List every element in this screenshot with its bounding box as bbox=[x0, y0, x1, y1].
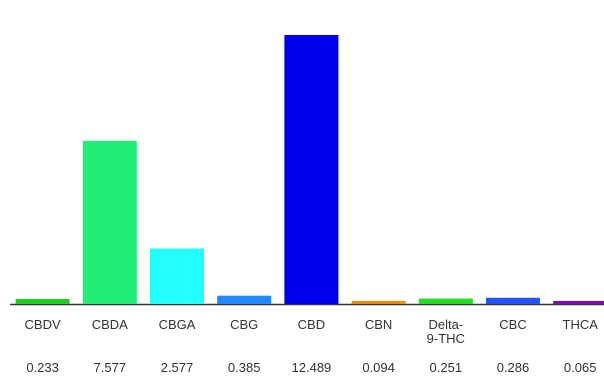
title-fragment-top bbox=[14, 0, 254, 6]
bar-6 bbox=[418, 298, 473, 304]
bar-1 bbox=[82, 140, 137, 304]
value-label: 0.251 bbox=[430, 360, 463, 375]
category-labels: CBDV CBDA CBGA CBG CBD CBN Delta-9-THC CBC THCA bbox=[25, 317, 599, 346]
bar-7 bbox=[486, 297, 540, 304]
value-label: 7.577 bbox=[94, 360, 127, 375]
value-label: 0.065 bbox=[564, 360, 597, 375]
bar-8 bbox=[553, 301, 604, 304]
value-label: 0.286 bbox=[497, 360, 530, 375]
category-label: CBDA bbox=[92, 317, 128, 332]
bar-3 bbox=[217, 295, 272, 304]
category-label: THCA bbox=[563, 317, 599, 332]
category-label: Delta-9-THC bbox=[427, 317, 465, 346]
category-label: CBDV bbox=[25, 317, 61, 332]
value-label: 0.385 bbox=[228, 360, 261, 375]
value-label: 0.094 bbox=[362, 360, 395, 375]
value-label: 2.577 bbox=[161, 360, 194, 375]
bars-group bbox=[15, 35, 604, 304]
bar-2 bbox=[150, 248, 204, 304]
bar-4 bbox=[284, 35, 339, 304]
category-label: CBN bbox=[365, 317, 392, 332]
category-label: CBG bbox=[230, 317, 258, 332]
category-label: CBGA bbox=[159, 317, 196, 332]
bar-5 bbox=[351, 301, 406, 304]
bar-0 bbox=[15, 299, 70, 304]
category-label: CBC bbox=[499, 317, 526, 332]
category-label: CBD bbox=[298, 317, 325, 332]
value-labels: 0.233 7.577 2.577 0.385 12.489 0.094 0.251 0.28… bbox=[26, 360, 596, 375]
value-label: 0.233 bbox=[26, 360, 59, 375]
value-label: 12.489 bbox=[292, 360, 332, 375]
